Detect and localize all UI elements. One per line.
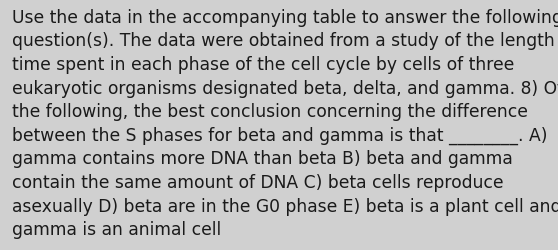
Text: the following, the best conclusion concerning the difference: the following, the best conclusion conce… [12,103,528,121]
Text: asexually D) beta are in the G0 phase E) beta is a plant cell and: asexually D) beta are in the G0 phase E)… [12,197,558,215]
Text: gamma contains more DNA than beta B) beta and gamma: gamma contains more DNA than beta B) bet… [12,150,513,168]
Text: gamma is an animal cell: gamma is an animal cell [12,220,222,238]
Text: question(s). The data were obtained from a study of the length of: question(s). The data were obtained from… [12,32,558,50]
Text: time spent in each phase of the cell cycle by cells of three: time spent in each phase of the cell cyc… [12,56,514,74]
Text: contain the same amount of DNA C) beta cells reproduce: contain the same amount of DNA C) beta c… [12,173,504,191]
Text: Use the data in the accompanying table to answer the following: Use the data in the accompanying table t… [12,9,558,27]
Text: eukaryotic organisms designated beta, delta, and gamma. 8) Of: eukaryotic organisms designated beta, de… [12,79,558,97]
Text: between the S phases for beta and gamma is that ________. A): between the S phases for beta and gamma … [12,126,548,144]
